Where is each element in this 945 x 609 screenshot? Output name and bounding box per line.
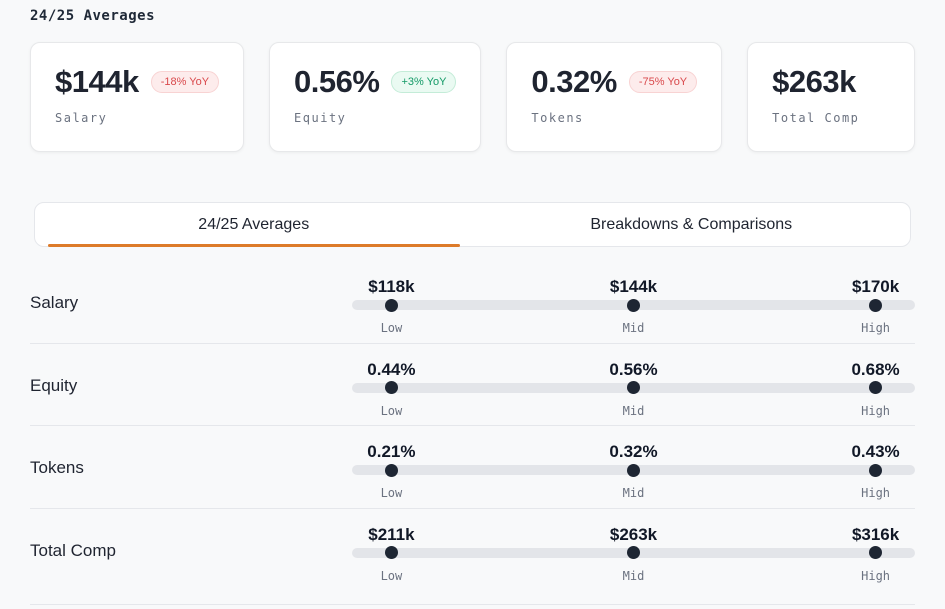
high-value: $170k <box>851 277 900 296</box>
active-tab-indicator <box>48 244 460 247</box>
equity-yoy-badge: +3% YoY <box>391 71 457 93</box>
low-label: Low <box>380 568 403 583</box>
mid-label: Mid <box>622 403 645 418</box>
equity-range-slider: 0.44% Low 0.56% Mid 0.68% High <box>352 344 915 426</box>
slider-dot <box>869 381 883 394</box>
slider-stop-mid: $263k Mid <box>564 509 704 604</box>
comp-row-salary: Salary $118k Low $144k Mid $170k High <box>30 261 915 344</box>
high-label: High <box>861 321 891 335</box>
comp-row-total-comp: Total Comp $211k Low $263k Mid $316k Hig… <box>30 509 915 605</box>
stat-card-salary: $144k -18% YoY Salary <box>30 42 245 152</box>
stat-card-value-row: 0.56% +3% YoY <box>294 64 457 100</box>
low-label: Low <box>380 403 403 418</box>
row-label: Salary <box>30 293 79 312</box>
slider-dot <box>627 463 640 477</box>
stat-card-total-comp: $263k Total Comp <box>747 42 915 152</box>
tokens-card-label: Tokens <box>531 111 584 125</box>
low-value: $118k <box>368 277 415 296</box>
equity-card-label: Equity <box>294 111 347 125</box>
total-comp-card-label: Total Comp <box>772 111 860 125</box>
salary-range-slider: $118k Low $144k Mid $170k High <box>352 261 915 343</box>
slider-dot <box>627 298 640 312</box>
equity-average-value: 0.56% <box>294 64 380 99</box>
tab-bar: 24/25 Averages Breakdowns & Comparisons <box>34 202 911 247</box>
low-label: Low <box>380 486 403 500</box>
slider-dot <box>627 546 640 559</box>
comp-range-table: Salary $118k Low $144k Mid $170k High <box>30 261 915 605</box>
mid-value: 0.32% <box>609 442 658 461</box>
salary-yoy-badge: -18% YoY <box>150 71 220 93</box>
slider-stop-mid: $144k Mid <box>564 261 704 343</box>
high-value: 0.43% <box>851 442 900 461</box>
low-value: $211k <box>368 524 415 544</box>
slider-dot <box>869 546 883 559</box>
high-label: High <box>861 568 891 583</box>
slider-stop-high: 0.68% High <box>806 344 945 426</box>
stat-card-value-row: 0.32% -75% YoY <box>531 64 698 100</box>
slider-dot <box>384 381 398 394</box>
mid-value: 0.56% <box>609 359 658 379</box>
mid-label: Mid <box>622 486 645 500</box>
mid-label: Mid <box>622 568 645 583</box>
slider-stop-low: 0.21% Low <box>321 426 461 508</box>
mid-value: $144k <box>609 277 658 296</box>
slider-dot <box>384 546 398 559</box>
tab-breakdowns-comparisons[interactable]: Breakdowns & Comparisons <box>473 203 911 246</box>
slider-dot <box>869 463 883 477</box>
low-value: 0.21% <box>367 442 416 461</box>
mid-label: Mid <box>622 321 645 335</box>
slider-stop-high: $170k High <box>806 261 945 343</box>
row-label: Tokens <box>30 458 84 477</box>
stat-card-value-row: $144k -18% YoY <box>55 64 220 100</box>
high-value: 0.68% <box>851 359 900 379</box>
salary-average-value: $144k <box>55 64 139 99</box>
salary-card-label: Salary <box>55 111 108 125</box>
stat-card-equity: 0.56% +3% YoY Equity <box>269 42 482 152</box>
mid-value: $263k <box>609 524 658 544</box>
tokens-average-value: 0.32% <box>531 64 617 99</box>
total-comp-average-value: $263k <box>772 64 856 99</box>
page-title: 24/25 Averages <box>30 8 156 24</box>
tokens-yoy-badge: -75% YoY <box>628 71 698 93</box>
tokens-range-slider: 0.21% Low 0.32% Mid 0.43% High <box>352 426 915 508</box>
slider-stop-high: 0.43% High <box>806 426 945 508</box>
tab-averages[interactable]: 24/25 Averages <box>35 203 473 246</box>
total-comp-range-slider: $211k Low $263k Mid $316k High <box>352 509 915 604</box>
row-label: Equity <box>30 375 78 395</box>
row-label: Total Comp <box>30 540 116 560</box>
stat-card-tokens: 0.32% -75% YoY Tokens <box>506 42 723 152</box>
slider-dot <box>384 463 398 477</box>
slider-stop-mid: 0.32% Mid <box>564 426 704 508</box>
comp-row-tokens: Tokens 0.21% Low 0.32% Mid 0.43% High <box>30 426 915 509</box>
slider-stop-low: 0.44% Low <box>321 344 461 426</box>
high-label: High <box>861 403 891 418</box>
low-value: 0.44% <box>367 359 416 379</box>
high-value: $316k <box>851 524 900 544</box>
slider-stop-high: $316k High <box>806 509 945 604</box>
slider-stop-mid: 0.56% Mid <box>564 344 704 426</box>
slider-dot <box>384 298 398 312</box>
stat-card-value-row: $263k <box>772 64 890 100</box>
stat-cards-row: $144k -18% YoY Salary 0.56% +3% YoY Equi… <box>30 42 915 152</box>
low-label: Low <box>380 321 403 335</box>
comp-row-equity: Equity 0.44% Low 0.56% Mid 0.68% High <box>30 344 915 426</box>
slider-dot <box>627 381 640 394</box>
slider-dot <box>869 298 883 312</box>
slider-stop-low: $118k Low <box>321 261 461 343</box>
slider-stop-low: $211k Low <box>321 509 461 604</box>
high-label: High <box>861 486 891 500</box>
